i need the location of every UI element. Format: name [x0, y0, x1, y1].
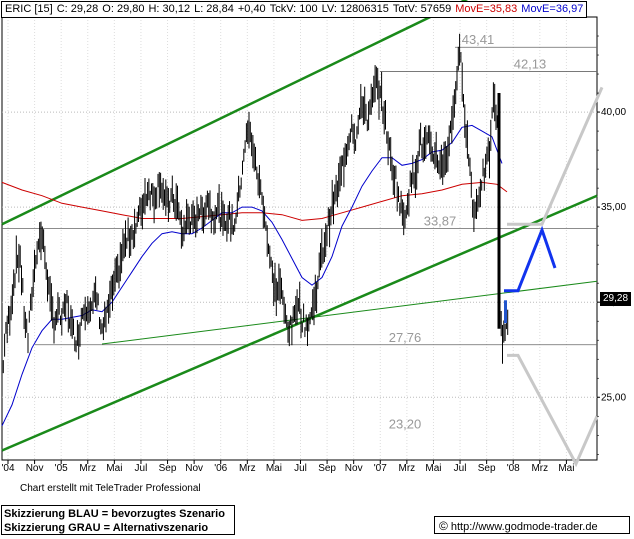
x-tick-label: Mai — [266, 463, 282, 474]
price-bar-last — [504, 300, 507, 324]
level-label: 33,87 — [424, 214, 457, 229]
tick-volume: TckV: 100 — [269, 3, 318, 15]
x-tick-label: Nov — [26, 463, 44, 474]
x-tick-label: Nov — [185, 463, 203, 474]
close-value: C: 29,28 — [56, 3, 99, 15]
level-label: 43,41 — [462, 32, 495, 47]
x-tick-label: Jul — [454, 463, 467, 474]
x-tick-label: Mrz — [399, 463, 416, 474]
source-link[interactable]: © http://www.godmode-trader.de — [434, 516, 630, 534]
copyright-icon: © — [439, 519, 448, 533]
scenario-blue — [504, 225, 557, 293]
x-tick-label: '04 — [1, 463, 14, 474]
change-value: +0,40 — [237, 3, 266, 15]
level-label: 27,76 — [389, 330, 422, 345]
x-tick-label: Sep — [318, 463, 336, 474]
scenario-sketches — [504, 86, 604, 468]
low-value: L: 28,84 — [194, 3, 234, 15]
x-tick-label: '08 — [507, 463, 520, 474]
price-series — [1, 33, 509, 390]
ma-blue-value: MovE=36,97 — [521, 3, 584, 15]
y-tick-label: 25,00 — [601, 392, 626, 403]
x-tick-label: '07 — [374, 463, 387, 474]
x-tick-label: Nov — [345, 463, 363, 474]
x-tick-label: Mrz — [239, 463, 256, 474]
x-tick-label: '06 — [214, 463, 227, 474]
open-value: O: 29,80 — [102, 3, 145, 15]
last-volume: LV: 12806315 — [321, 3, 389, 15]
ma-red-value: MovE=35,83 — [455, 3, 518, 15]
x-tick-label: Sep — [478, 463, 496, 474]
source-url: http://www.godmode-trader.de — [450, 521, 598, 533]
scenario-grey — [507, 353, 599, 468]
x-tick-label: Jul — [294, 463, 307, 474]
high-value: H: 30,12 — [148, 3, 191, 15]
total-volume: TotV: 57659 — [392, 3, 452, 15]
plot-frame — [1, 16, 598, 461]
legend-grey: Skizzierung GRAU = Alternativszenario — [4, 522, 209, 534]
chart-credit: Chart erstellt mit TeleTrader Profession… — [20, 483, 201, 494]
x-tick-label: Mai — [106, 463, 122, 474]
legend-blue: Skizzierung BLAU = bevorzugtes Szenario — [4, 508, 225, 520]
grid — [2, 17, 597, 460]
level-label: 23,20 — [389, 416, 422, 431]
y-tick-label: 40,00 — [601, 107, 626, 118]
x-tick-label: '05 — [55, 463, 68, 474]
x-axis: '04 Nov '05 Mrz Mai Jul Sep Nov '06 Mrz Mai Jul Sep N… — [1, 460, 574, 474]
moving-average-red — [1, 181, 508, 221]
channel-upper — [1, 0, 469, 226]
scenario-legend: Skizzierung BLAU = bevorzugtes Szenario … — [1, 505, 235, 535]
y-tick-label: 35,00 — [601, 202, 626, 213]
x-tick-label: Mai — [425, 463, 441, 474]
x-tick-label: Sep — [159, 463, 177, 474]
symbol: ERIC [15] — [5, 3, 53, 15]
last-price-marker: 29,28 — [600, 292, 631, 306]
price-chart: 43,41 42,13 33,87 27,76 23,20 '04 Nov '05 Mrz Ma… — [1, 0, 626, 474]
level-label: 42,13 — [514, 57, 547, 72]
scenario-grey — [507, 86, 604, 226]
x-tick-label: Jul — [135, 463, 148, 474]
quote-header: ERIC [15] C: 29,28 O: 29,80 H: 30,12 L: … — [1, 1, 588, 18]
x-tick-label: Mrz — [79, 463, 96, 474]
x-tick-label: Mai — [558, 463, 574, 474]
x-tick-label: Mrz — [531, 463, 548, 474]
